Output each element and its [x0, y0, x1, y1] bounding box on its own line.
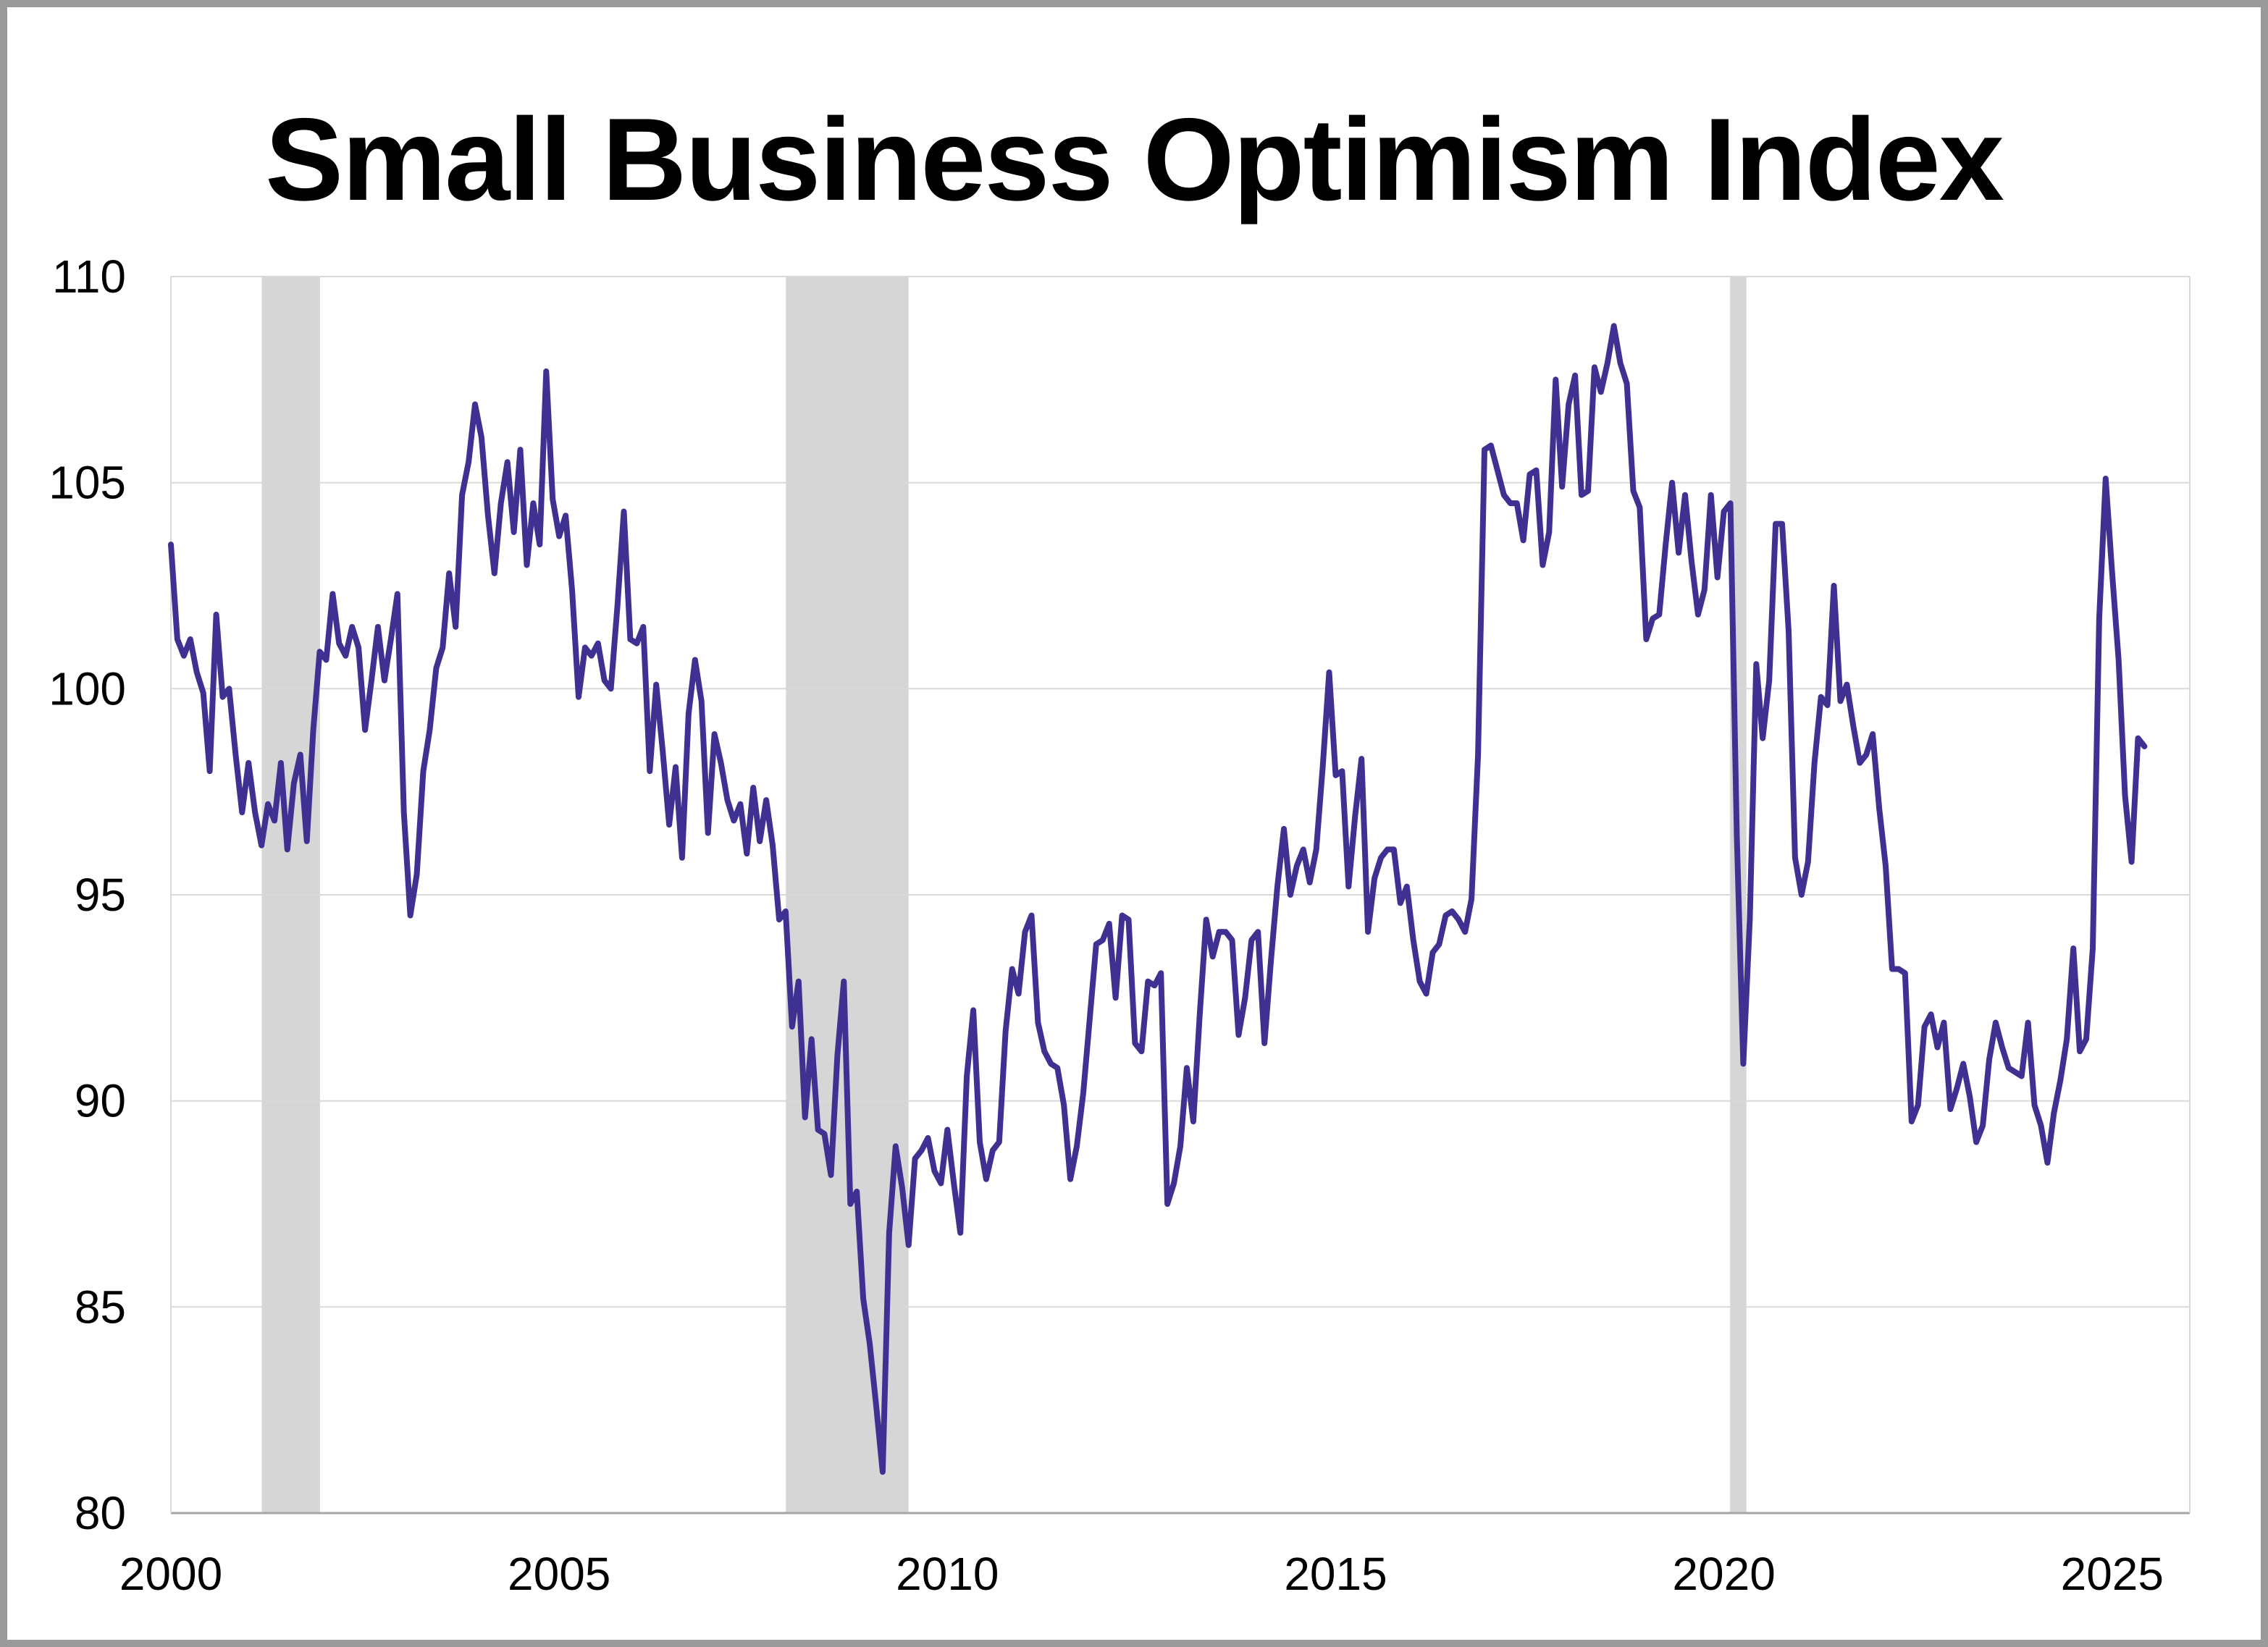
y-axis-tick-label: 95: [75, 869, 126, 921]
x-axis-tick-label: 2010: [896, 1548, 999, 1600]
optimism-index-line: [168, 323, 2148, 1475]
x-axis-tick-label: 2000: [119, 1548, 222, 1600]
chart-title: Small Business Optimism Index: [265, 94, 2004, 225]
y-axis-tick-label: 100: [49, 662, 126, 715]
y-axis-tick-label: 110: [52, 250, 126, 303]
y-axis-tick-label: 80: [75, 1487, 126, 1539]
x-axis-tick-label: 2020: [1672, 1548, 1775, 1600]
x-axis-tick-label: 2005: [508, 1548, 610, 1600]
x-axis-tick-label: 2025: [2061, 1548, 2164, 1600]
y-axis-tick-label: 85: [75, 1281, 126, 1333]
x-axis-tick-label: 2015: [1284, 1548, 1387, 1600]
y-axis-tick-label: 90: [75, 1075, 126, 1127]
y-axis-tick-label: 105: [49, 457, 126, 509]
plot-svg: 80 85 90 95 100 105 110 2000 2005 2010 2015 2020 202…: [49, 250, 2191, 1600]
